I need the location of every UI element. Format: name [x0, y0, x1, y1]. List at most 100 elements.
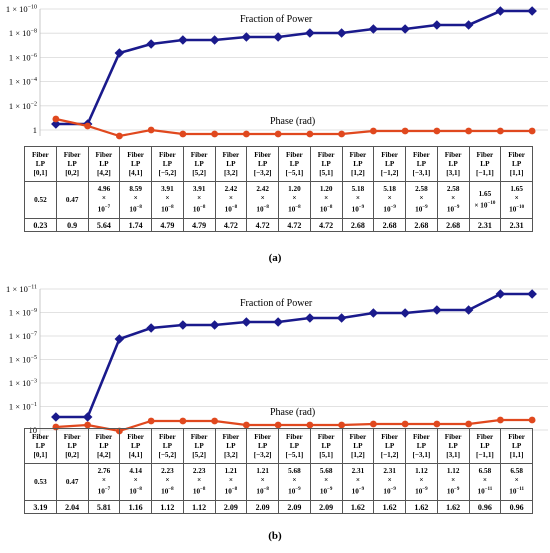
table-a-phase-cell: 1.74	[119, 218, 152, 232]
chart-b-series-label-phase: Phase (rad)	[270, 407, 315, 418]
table-a-phase-cell: 2.68	[405, 218, 438, 232]
table-b-phase-cell: 2.09	[309, 500, 343, 514]
chart-b-phase-point	[306, 421, 314, 429]
table-b-power-cell: 2.31 × 10−9	[341, 463, 375, 501]
chart-b-power-point	[336, 313, 347, 323]
table-b-mode-header: Fiber LP [−3,1]	[405, 428, 438, 464]
chart-a-plot: 1 × 10−10 1 × 10−8 1 × 10−6 1 × 10−4 1 × 10−…	[6, 4, 548, 140]
chart-a-phase-point	[211, 130, 219, 138]
chart-a-y-tick-label: 1	[33, 125, 37, 135]
chart-a-power-point	[400, 24, 410, 34]
chart-a-phase-point	[274, 130, 282, 138]
chart-b-power-point	[305, 313, 315, 323]
chart-b-power-point	[527, 289, 537, 299]
table-b-phase-cell: 1.16	[119, 500, 152, 514]
chart-a-y-tick-label: 1 × 10−4	[9, 77, 37, 87]
table-a-power-cell: 0.52	[24, 181, 57, 219]
chart-b-phase-point	[369, 420, 377, 428]
table-a-power-cell: 5.18 × 10−9	[373, 181, 406, 219]
table-a-mode-header: Fiber LP [4,1]	[119, 146, 152, 182]
chart-panel-b: 1 × 10−11 1 × 10−9 1 × 10−7 1 × 10−5 1 × 10−…	[0, 276, 550, 553]
table-a-phase-cell: 4.72	[246, 218, 279, 232]
table-a-mode-header: Fiber LP [5,2]	[182, 146, 216, 182]
table-a-mode-header: Fiber LP [−3,1]	[405, 146, 438, 182]
chart-panel-a: 1 × 10−10 1 × 10−8 1 × 10−6 1 × 10−4 1 × 10−…	[0, 0, 550, 276]
table-b-power-cell: 1.21 × 10−8	[246, 463, 279, 501]
chart-b-phase-point	[465, 420, 473, 428]
chart-b-power-point	[495, 289, 506, 299]
chart-b-y-tick-label: 1 × 10−1	[9, 402, 37, 412]
table-a-power-cell: 1.20 × 10−8	[309, 181, 343, 219]
table-b-phase-cell: 1.62	[373, 500, 406, 514]
chart-a-power-point	[495, 6, 506, 16]
chart-b-power-point	[368, 308, 379, 318]
chart-a-y-tick-label: 1 × 10−10	[6, 4, 37, 14]
table-b-mode-header: Fiber LP [0,2]	[55, 428, 89, 464]
table-b-mode-header: Fiber LP [3,2]	[214, 428, 248, 464]
table-a-mode-header: Fiber LP [0,1]	[24, 146, 57, 182]
chart-b-power-point	[241, 317, 252, 327]
table-a-mode-header: Fiber LP [1,1]	[500, 146, 533, 182]
chart-b-y-tick-label: 1 × 10−11	[6, 284, 37, 294]
chart-a-y-tick-label: 1 × 10−8	[9, 28, 37, 38]
chart-a-phase-point	[338, 130, 346, 138]
table-a-mode-header: Fiber LP [5,1]	[309, 146, 343, 182]
table-b-phase-cell: 2.04	[55, 500, 89, 514]
table-a-mode-header: Fiber LP [−5,2]	[151, 146, 184, 182]
table-a-phase-cell: 2.68	[341, 218, 375, 232]
chart-b-phase-point	[433, 420, 441, 428]
table-b-power-cell: 1.12 × 10−9	[405, 463, 438, 501]
table-b-power-cell: 0.47	[55, 463, 89, 501]
table-a-mode-header: Fiber LP [−1,2]	[373, 146, 406, 182]
table-b-phase-cell: 1.12	[182, 500, 216, 514]
table-b-power-cell: 2.76 × 10−7	[87, 463, 121, 501]
table-a-power-cell: 2.58 × 10−9	[436, 181, 470, 219]
chart-b-data-table: Fiber LP [0,1] Fiber LP [0,2] Fiber LP [4,2] Fibe…	[24, 428, 533, 514]
chart-a-power-point	[146, 39, 156, 49]
table-b-power-cell: 5.68 × 10−9	[278, 463, 311, 501]
chart-a-phase-point	[528, 127, 536, 135]
table-a-phase-cell: 2.68	[373, 218, 406, 232]
table-b-power-cell: 0.53	[24, 463, 57, 501]
chart-b-phase-point	[242, 421, 250, 429]
table-b-mode-header: Fiber LP [−5,2]	[151, 428, 184, 464]
chart-a-series-phase-line	[55, 117, 533, 138]
table-b-mode-header: Fiber LP [−5,1]	[278, 428, 311, 464]
table-b-phase-cell: 3.19	[24, 500, 57, 514]
caption-b: (b)	[268, 530, 282, 542]
table-a-phase-cell: 4.79	[182, 218, 216, 232]
chart-a-phase-point	[147, 126, 155, 134]
table-a-phase-cell: 0.23	[24, 218, 57, 232]
chart-a-phase-point	[115, 132, 123, 140]
table-a-power-cell: 2.42 × 10−8	[246, 181, 279, 219]
table-a-power-cell: 2.42 × 10−8	[214, 181, 248, 219]
table-b-mode-header: Fiber LP [4,2]	[87, 428, 121, 464]
table-a-phase-cell: 4.72	[309, 218, 343, 232]
table-b-mode-header: Fiber LP [−1,1]	[468, 428, 502, 464]
chart-b-series-label-power: Fraction of Power	[240, 298, 313, 309]
table-a-power-cell: 3.91 × 10−8	[182, 181, 216, 219]
chart-b-series-power-line	[55, 292, 533, 419]
chart-a-power-point	[114, 48, 125, 58]
table-a-power-cell: 4.96 × 10−7	[87, 181, 121, 219]
table-a-phase-cell: 5.64	[87, 218, 121, 232]
table-b-power-cell: 1.12 × 10−9	[436, 463, 470, 501]
table-a-mode-header: Fiber LP [3,1]	[436, 146, 470, 182]
table-b-phase-cell: 0.96	[500, 500, 533, 514]
chart-b-power-point	[400, 308, 410, 318]
table-a-power-cell: 1.65 × 10−10	[468, 181, 502, 219]
table-a-phase-cell: 0.9	[55, 218, 89, 232]
chart-b-phase-point	[338, 421, 346, 429]
table-b-power-cell: 2.23 × 10−8	[151, 463, 184, 501]
chart-a-power-point	[336, 28, 347, 38]
chart-a-phase-point	[52, 115, 60, 123]
table-b-phase-cell: 5.81	[87, 500, 121, 514]
chart-b-power-point	[51, 412, 61, 422]
table-a-mode-header: Fiber LP [−1,1]	[468, 146, 502, 182]
chart-a-power-point	[209, 35, 220, 45]
chart-a-y-tick-label: 1 × 10−6	[9, 52, 37, 62]
chart-a-power-point	[178, 35, 188, 45]
chart-a-power-point	[273, 32, 283, 42]
chart-a-series-label-power: Fraction of Power	[240, 14, 313, 25]
chart-a-power-point	[432, 20, 442, 30]
